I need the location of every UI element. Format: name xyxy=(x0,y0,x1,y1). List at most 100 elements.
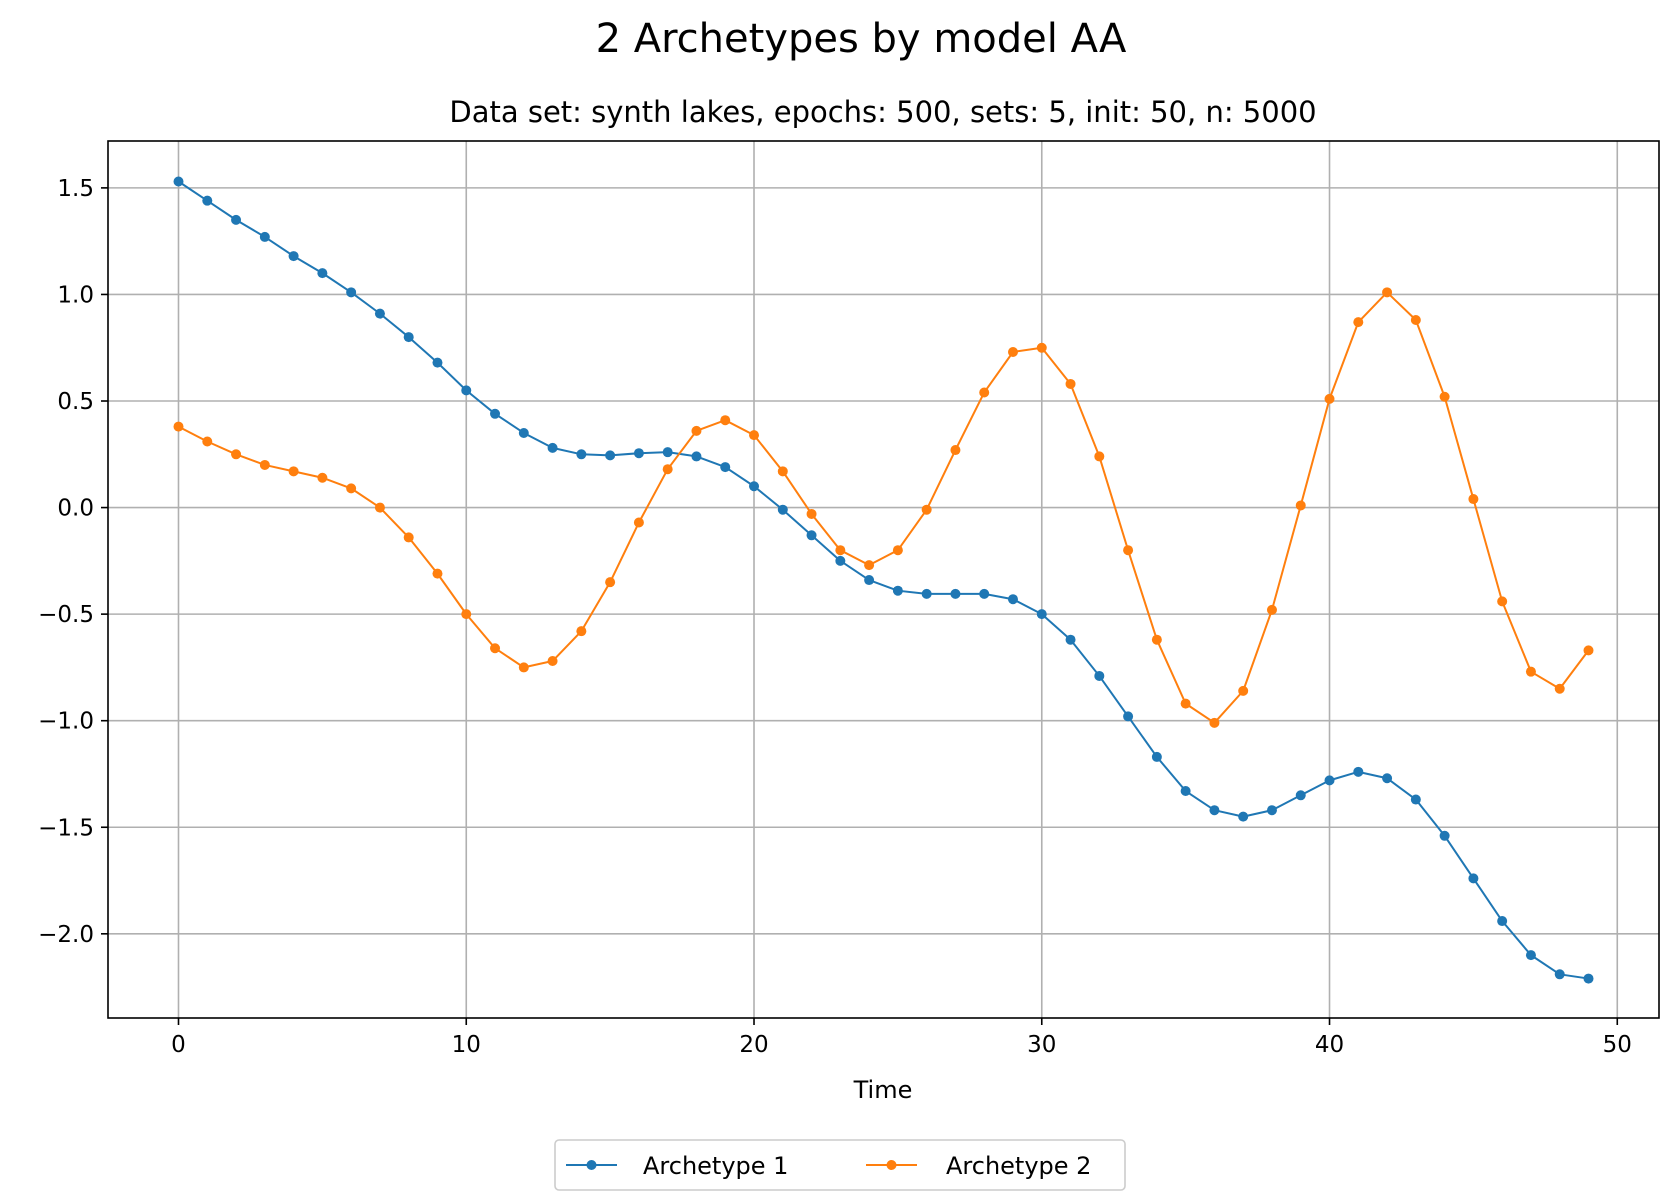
data-point xyxy=(1094,451,1105,462)
data-point xyxy=(662,447,673,458)
data-point xyxy=(864,575,875,586)
data-point xyxy=(1180,786,1191,797)
data-point xyxy=(1439,391,1450,402)
data-point xyxy=(1410,794,1421,805)
y-tick-label: −1.5 xyxy=(38,815,94,841)
data-point xyxy=(173,176,184,187)
data-point xyxy=(288,466,299,477)
data-point xyxy=(1266,805,1277,816)
data-point xyxy=(691,425,702,436)
data-point xyxy=(231,449,242,460)
data-point xyxy=(1439,830,1450,841)
data-point xyxy=(317,268,328,279)
data-point xyxy=(633,517,644,528)
axis-ticks: 0 10 20 30 40 50 1.5 1.0 0.5 0.0 −0.5 −1.0 −1.5 −2.0 xyxy=(38,176,1632,1058)
data-point xyxy=(1468,494,1479,505)
data-point xyxy=(403,532,414,543)
data-point xyxy=(1295,790,1306,801)
data-point xyxy=(691,451,702,462)
data-point xyxy=(1382,773,1393,784)
data-point xyxy=(1525,666,1536,677)
data-point xyxy=(173,421,184,432)
x-tick-label: 0 xyxy=(171,1032,186,1058)
data-point xyxy=(547,656,558,667)
data-point xyxy=(720,415,731,426)
data-point xyxy=(1094,670,1105,681)
legend-label-archetype-1: Archetype 1 xyxy=(643,1152,788,1180)
series-archetype-1 xyxy=(173,176,1594,984)
y-tick-label: 0.0 xyxy=(57,496,94,522)
data-point xyxy=(346,483,357,494)
data-point xyxy=(1410,315,1421,326)
y-tick-label: 0.5 xyxy=(57,389,94,415)
data-point xyxy=(1554,683,1565,694)
y-tick-label: −1.0 xyxy=(38,709,94,735)
chart-title: Data set: synth lakes, epochs: 500, sets… xyxy=(449,95,1316,129)
data-point xyxy=(576,626,587,637)
series-line xyxy=(178,291,1590,724)
data-point xyxy=(1353,766,1364,777)
data-point xyxy=(777,466,788,477)
grid xyxy=(108,141,1659,1018)
data-point xyxy=(490,408,501,419)
data-point xyxy=(403,332,414,343)
data-point xyxy=(1324,775,1335,786)
data-point xyxy=(461,385,472,396)
x-tick-label: 40 xyxy=(1315,1032,1344,1058)
data-point xyxy=(979,387,990,398)
data-point xyxy=(490,643,501,654)
data-point xyxy=(288,251,299,262)
data-point xyxy=(1583,973,1594,984)
data-point xyxy=(806,508,817,519)
data-point xyxy=(1353,317,1364,328)
data-point xyxy=(921,588,932,599)
legend-marker-archetype-2 xyxy=(886,1160,897,1170)
data-point xyxy=(1180,698,1191,709)
data-point xyxy=(1065,634,1076,645)
data-point xyxy=(921,504,932,515)
data-point xyxy=(518,662,529,673)
data-point xyxy=(979,588,990,599)
x-tick-label: 20 xyxy=(739,1032,768,1058)
data-point xyxy=(892,585,903,596)
data-point xyxy=(950,588,961,599)
data-point xyxy=(749,481,760,492)
legend: Archetype 1 Archetype 2 xyxy=(554,1139,1126,1191)
x-tick-label: 50 xyxy=(1603,1032,1632,1058)
data-point xyxy=(835,545,846,556)
y-tick-label: 1.0 xyxy=(57,282,94,308)
data-point xyxy=(605,577,616,588)
data-point xyxy=(1295,500,1306,511)
data-point xyxy=(1468,873,1479,884)
y-tick-label: 1.5 xyxy=(57,176,94,202)
data-point xyxy=(605,450,616,461)
data-point xyxy=(1007,594,1018,605)
series-layer xyxy=(173,176,1594,984)
data-point xyxy=(202,195,213,206)
data-point xyxy=(518,427,529,438)
data-point xyxy=(1554,969,1565,980)
data-point xyxy=(374,502,385,513)
legend-box xyxy=(554,1139,1126,1191)
data-point xyxy=(1238,685,1249,696)
data-point xyxy=(1007,346,1018,357)
plot-frame xyxy=(107,140,1660,1019)
data-point xyxy=(547,442,558,453)
y-tick-label: −2.0 xyxy=(38,922,94,948)
data-point xyxy=(432,568,443,579)
data-point xyxy=(1497,596,1508,607)
data-point xyxy=(1151,751,1162,762)
data-point xyxy=(576,449,587,460)
data-point xyxy=(835,555,846,566)
data-point xyxy=(1209,805,1220,816)
y-tick-label: −0.5 xyxy=(38,602,94,628)
x-tick-label: 30 xyxy=(1027,1032,1056,1058)
data-point xyxy=(1525,950,1536,961)
data-point xyxy=(806,530,817,541)
data-point xyxy=(317,472,328,483)
data-point xyxy=(374,308,385,319)
data-point xyxy=(259,459,270,470)
data-point xyxy=(1238,811,1249,822)
data-point xyxy=(777,504,788,515)
